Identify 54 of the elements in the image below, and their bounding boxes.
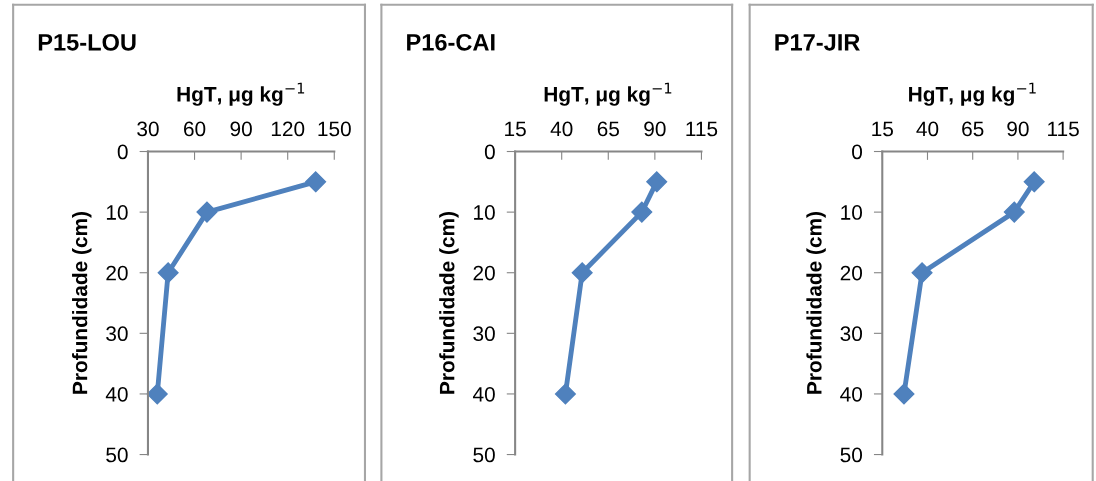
point [631,201,653,223]
x-tick-label: 40 [916,121,939,137]
y-tick-label: 50 [473,447,495,463]
chart-title: P16-CAI [407,33,495,51]
x-tick-label: 30 [137,121,159,137]
point [305,171,327,193]
y-tick-label: 30 [840,326,863,342]
x-tick-label: 90 [644,121,666,137]
x-tick-label: 120 [271,121,305,137]
y-tick-label: 50 [840,447,863,463]
chart-title: P17-JIR [775,34,860,51]
y-tick-label: 10 [474,205,495,220]
y-tick-label: 0 [484,144,495,160]
x-tick-label: 65 [962,121,984,137]
point [911,262,933,284]
y-axis-title: Profundidade (cm) [439,212,459,394]
y-tick-label: 0 [117,144,128,160]
x-tick-label: 60 [184,121,206,137]
y-tick-label: 50 [106,447,128,463]
point [646,171,668,193]
x-tick-label: 65 [597,121,619,137]
x-axis-title: HgT, μg kg$^{−1}$ [177,82,305,106]
point [1003,201,1025,223]
point [571,262,593,284]
y-tick-label: 20 [473,265,495,281]
y-axis-title: Profundidade (cm) [72,212,92,394]
y-tick-label: 0 [852,144,863,160]
y-tick-label: 10 [841,205,863,220]
x-tick-label: 115 [686,121,718,137]
point [554,383,576,405]
y-tick-label: 10 [106,205,128,220]
x-axis-title: HgT, μg kg$^{−1}$ [544,82,672,106]
y-tick-label: 20 [840,265,863,281]
y-tick-label: 40 [472,386,495,402]
point [1023,171,1045,193]
x-axis-title: HgT, μg kg$^{−1}$ [909,82,1036,106]
x-tick-label: 90 [1007,121,1029,137]
x-tick-label: 15 [872,121,893,137]
y-tick-label: 40 [105,386,128,402]
x-tick-label: 115 [1048,121,1079,137]
y-tick-label: 40 [840,386,863,402]
chart-title: P15-LOU [38,33,136,51]
y-axis-title: Profundidade (cm) [806,212,826,394]
y-tick-label: 20 [106,265,128,281]
x-tick-label: 40 [550,121,573,137]
point [146,383,168,405]
x-tick-label: 15 [505,121,526,137]
x-tick-label: 150 [318,121,351,137]
x-tick-label: 90 [230,121,252,137]
point [893,383,915,405]
point [196,201,218,223]
y-tick-label: 30 [473,326,495,342]
y-tick-label: 30 [106,326,128,342]
point [157,262,179,284]
